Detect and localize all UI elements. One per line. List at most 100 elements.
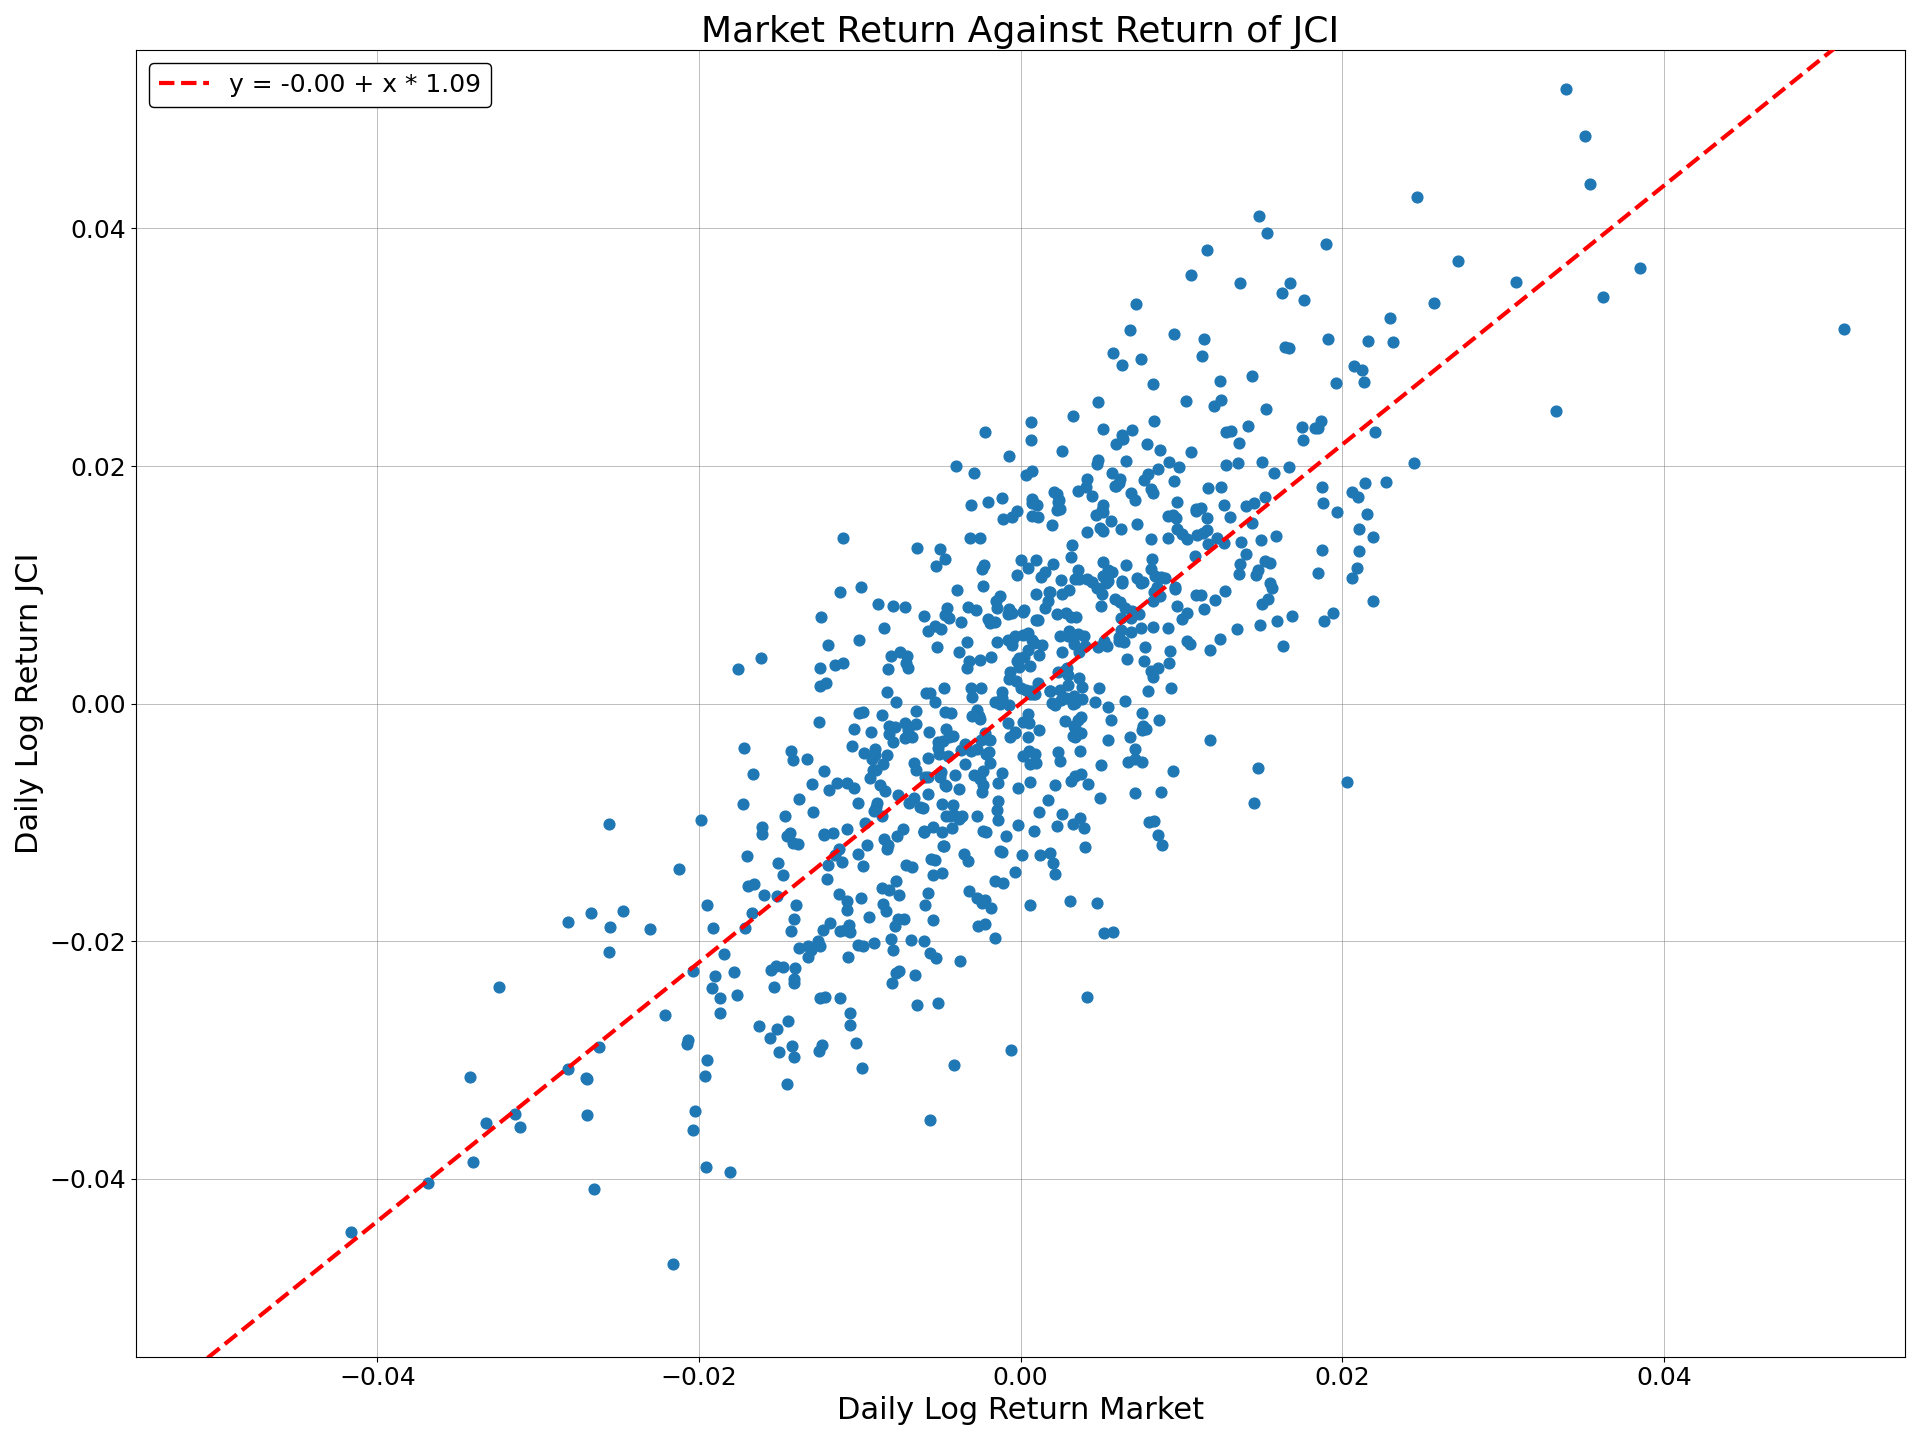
Point [849,855,879,878]
Point [1309,609,1340,632]
Point [780,956,810,979]
Point [1089,494,1119,517]
Point [1002,563,1033,586]
Point [854,766,885,789]
Point [1119,490,1150,513]
Point [912,746,943,769]
Point [1068,625,1098,648]
Point [1308,491,1338,514]
Point [1137,589,1167,612]
Point [996,634,1027,657]
Point [722,984,753,1007]
Point [925,618,956,641]
Point [1208,494,1238,517]
Point [728,793,758,816]
Title: Market Return Against Return of JCI: Market Return Against Return of JCI [701,14,1340,49]
Point [1071,520,1102,543]
Point [897,855,927,878]
Point [793,945,824,968]
Point [837,734,868,757]
Point [760,955,791,978]
Point [806,919,837,942]
Point [1133,680,1164,703]
Point [970,554,1000,577]
Point [876,644,906,667]
Point [1110,631,1140,654]
Point [916,1109,947,1132]
Point [1004,647,1035,670]
Point [1116,621,1146,644]
Point [1089,550,1119,573]
Point [881,825,912,848]
Point [872,838,902,861]
Point [916,847,947,870]
Point [1016,429,1046,452]
Point [912,619,943,642]
Point [1052,664,1083,687]
Point [595,916,626,939]
Point [1060,723,1091,746]
Point [1060,567,1091,590]
Point [505,1115,536,1138]
Point [1212,454,1242,477]
Point [868,616,899,639]
Point [981,631,1012,654]
Point [1192,518,1223,541]
Point [1137,615,1167,638]
X-axis label: Daily Log Return Market: Daily Log Return Market [837,1395,1204,1426]
Point [783,832,814,855]
Point [747,822,778,845]
Point [678,1119,708,1142]
Point [1127,701,1158,724]
Point [1160,575,1190,598]
Point [705,986,735,1009]
Point [553,910,584,933]
Point [1016,770,1046,793]
Point [1223,563,1254,586]
Point [1354,330,1384,353]
Point [1089,922,1119,945]
Point [1035,842,1066,865]
Point [887,816,918,840]
Point [1139,410,1169,433]
Point [858,932,889,955]
Point [874,834,904,857]
Point [732,845,762,868]
Point [876,716,906,739]
Point [1246,593,1277,616]
Point [1377,330,1407,353]
Point [1058,632,1089,655]
Point [975,752,1006,775]
Point [1142,458,1173,481]
Point [914,942,945,965]
Point [1357,589,1388,612]
Point [962,805,993,828]
Point [987,680,1018,703]
Point [803,930,833,953]
Point [812,854,843,877]
Point [1192,505,1223,528]
Point [739,873,770,896]
Point [1018,631,1048,654]
Point [933,726,964,749]
Point [1140,564,1171,588]
Point [1018,491,1048,514]
Point [922,554,952,577]
Point [966,677,996,700]
Point [1033,590,1064,613]
Point [1123,602,1154,625]
Point [737,762,768,785]
Point [672,1032,703,1056]
Point [1010,678,1041,701]
Point [806,1034,837,1057]
Point [874,721,904,744]
Point [1066,806,1096,829]
Point [762,1018,793,1041]
Point [945,949,975,972]
Point [924,765,954,788]
Point [1357,526,1388,549]
Point [968,773,998,796]
Point [1212,420,1242,444]
Point [1442,249,1473,272]
Point [762,851,793,874]
